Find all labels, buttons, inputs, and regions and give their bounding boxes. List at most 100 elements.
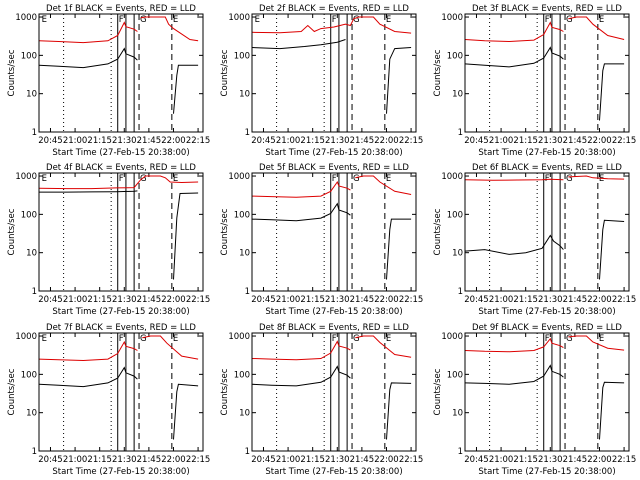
y-tick-label: 100 [234, 51, 250, 61]
chart-panel: Det 6f BLACK = Events, RED = LLD Counts/s… [433, 163, 636, 317]
x-tick-label: 21:15 [87, 295, 112, 305]
interval-marker-label: E [42, 334, 47, 344]
y-tick-label: 1 [32, 128, 37, 138]
x-axis-label: Start Time (27-Feb-15 20:38:00) [52, 467, 189, 477]
x-tick-label: 22:00 [587, 136, 612, 146]
x-tick-label: 21:30 [112, 295, 137, 305]
x-axis-label: Start Time (27-Feb-15 20:38:00) [478, 467, 615, 477]
x-tick-label: 22:15 [186, 136, 211, 146]
x-tick-label: 22:15 [399, 136, 424, 146]
interval-marker-label: E [386, 15, 391, 25]
interval-marker-label: E [173, 15, 178, 25]
interval-marker-label: F [119, 15, 124, 25]
y-tick-label: 100 [21, 370, 37, 380]
y-tick-label: 1000 [228, 13, 250, 23]
x-tick-label: 22:15 [186, 295, 211, 305]
plot-frame [38, 13, 204, 133]
interval-marker-label: G [353, 15, 360, 25]
x-tick-label: 20:45 [464, 455, 489, 465]
y-tick-label: 10 [452, 90, 463, 100]
y-axis-label: Counts/sec [7, 208, 17, 255]
x-tick-label: 21:45 [563, 295, 588, 305]
y-tick-label: 1 [245, 287, 250, 297]
y-tick-label: 1000 [15, 172, 37, 182]
y-tick-label: 100 [447, 370, 463, 380]
x-tick-label: 21:30 [325, 455, 350, 465]
x-tick-label: 21:30 [112, 136, 137, 146]
series-events-line [464, 46, 625, 121]
x-tick-label: 21:15 [300, 455, 325, 465]
x-tick-label: 21:15 [300, 136, 325, 146]
x-tick-label: 21:00 [276, 295, 301, 305]
y-tick-label: 1000 [228, 332, 250, 342]
interval-marker-label: G [140, 15, 147, 25]
series-lld-line [251, 16, 412, 34]
chart-title: Det 4f BLACK = Events, RED = LLD [46, 163, 196, 173]
x-tick-label: 22:00 [161, 136, 186, 146]
x-tick-label: 21:30 [325, 295, 350, 305]
plot-frame [251, 13, 417, 133]
interval-marker-label: G [353, 334, 360, 344]
y-tick-label: 1000 [15, 332, 37, 342]
series-events-line [464, 219, 625, 280]
interval-marker-label: G [140, 174, 147, 184]
plot-frame [464, 13, 630, 133]
y-tick-label: 1 [458, 447, 463, 457]
x-tick-label: 22:00 [161, 455, 186, 465]
interval-marker-label: E [173, 334, 178, 344]
series-events-line [251, 202, 412, 280]
x-tick-label: 22:00 [161, 295, 186, 305]
interval-marker-label: E [599, 174, 604, 184]
y-tick-label: 1000 [228, 172, 250, 182]
interval-marker-label: E [386, 174, 391, 184]
y-tick-label: 1 [458, 128, 463, 138]
x-tick-label: 21:45 [350, 295, 375, 305]
y-tick-label: 100 [21, 51, 37, 61]
x-tick-label: 22:15 [399, 295, 424, 305]
x-tick-label: 20:45 [251, 136, 276, 146]
interval-marker-label: F [332, 174, 337, 184]
y-tick-label: 100 [234, 370, 250, 380]
x-tick-label: 21:15 [87, 455, 112, 465]
chart-panel: Det 2f BLACK = Events, RED = LLD Counts/s… [220, 4, 423, 158]
chart-title: Det 1f BLACK = Events, RED = LLD [46, 4, 196, 14]
x-axis-label: Start Time (27-Feb-15 20:38:00) [52, 148, 189, 158]
x-tick-label: 21:45 [137, 136, 162, 146]
y-tick-label: 100 [447, 51, 463, 61]
x-axis-label: Start Time (27-Feb-15 20:38:00) [265, 148, 402, 158]
chart-panel: Det 3f BLACK = Events, RED = LLD Counts/s… [433, 4, 636, 158]
y-tick-label: 10 [239, 409, 250, 419]
series-events-line [39, 190, 199, 280]
interval-marker-label: E [173, 174, 178, 184]
x-tick-label: 20:45 [38, 295, 63, 305]
series-lld-line [38, 16, 199, 44]
x-tick-label: 21:45 [563, 455, 588, 465]
y-tick-label: 1000 [441, 172, 463, 182]
series-lld-line [38, 335, 199, 362]
chart-panel: Det 8f BLACK = Events, RED = LLD Counts/s… [220, 323, 423, 477]
x-tick-label: 21:30 [538, 295, 563, 305]
plot-frame [38, 332, 204, 452]
interval-marker-label: E [599, 15, 604, 25]
interval-marker-label: G [353, 174, 360, 184]
series-lld-line [38, 175, 199, 190]
y-tick-label: 1000 [441, 13, 463, 23]
chart-title: Det 5f BLACK = Events, RED = LLD [259, 163, 409, 173]
y-axis-label: Counts/sec [7, 49, 17, 96]
x-tick-label: 21:45 [350, 455, 375, 465]
x-axis-label: Start Time (27-Feb-15 20:38:00) [478, 307, 615, 317]
y-tick-label: 1000 [15, 13, 37, 23]
y-tick-label: 100 [447, 210, 463, 220]
y-tick-label: 10 [26, 90, 37, 100]
x-tick-label: 21:15 [513, 455, 538, 465]
x-tick-label: 22:00 [587, 295, 612, 305]
x-tick-label: 21:30 [538, 455, 563, 465]
plot-frame [251, 172, 417, 292]
chart-panel: Det 5f BLACK = Events, RED = LLD Counts/s… [220, 163, 423, 317]
series-events-line [38, 47, 199, 114]
x-tick-label: 21:45 [137, 455, 162, 465]
x-axis-label: Start Time (27-Feb-15 20:38:00) [265, 467, 402, 477]
x-tick-label: 21:15 [87, 136, 112, 146]
chart-title: Det 3f BLACK = Events, RED = LLD [472, 4, 622, 14]
